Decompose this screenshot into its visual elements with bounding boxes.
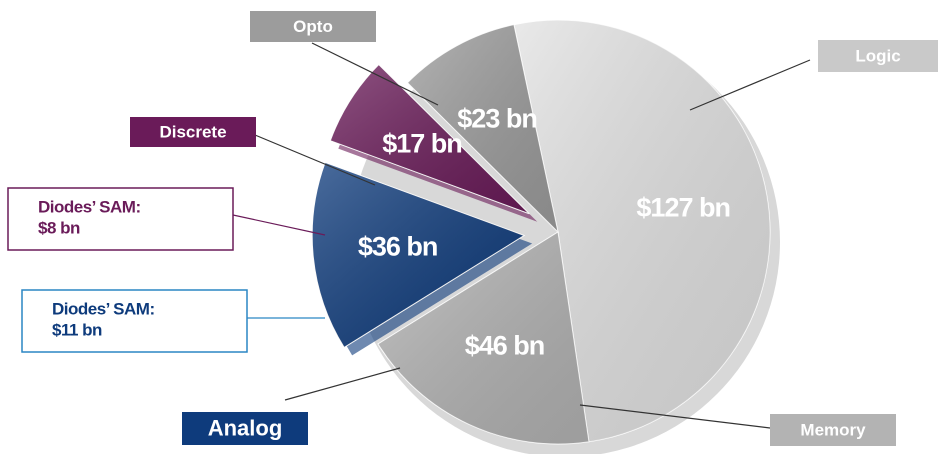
category-label: Logic (855, 46, 900, 65)
value-label: $17 bn (382, 129, 462, 159)
category-box (770, 414, 896, 446)
value-label: $46 bn (465, 331, 545, 361)
slice-shade (407, 24, 558, 233)
leader-line (232, 214, 326, 236)
leader-lines (232, 42, 811, 429)
value-label: $36 bn (358, 232, 438, 262)
slice-shade (513, 20, 770, 442)
slice-shade (330, 64, 530, 214)
category-box (130, 117, 256, 147)
slice-shade (312, 162, 525, 348)
annotation-text: Diodes’ SAM: (52, 299, 155, 318)
category-label: Discrete (159, 122, 226, 141)
category-label: Opto (293, 17, 333, 36)
annotation-box (7, 187, 234, 251)
leader-line (254, 134, 376, 186)
leader-line (689, 59, 811, 111)
leader-line (284, 367, 401, 401)
leader-line (311, 42, 439, 106)
value-label: $127 bn (636, 193, 730, 223)
category-box (250, 11, 376, 42)
annotation-text: Diodes’ SAM: (38, 197, 141, 216)
category-box (818, 40, 938, 72)
annotation-text: $8 bn (38, 218, 80, 237)
leader-line (579, 404, 771, 429)
category-label: Memory (800, 420, 866, 439)
value-label: $23 bn (457, 103, 537, 133)
category-label: Analog (208, 415, 283, 440)
annotation-box (21, 289, 248, 353)
category-box (182, 412, 308, 445)
slice-shade (377, 232, 589, 445)
annotation-text: $11 bn (52, 320, 102, 339)
